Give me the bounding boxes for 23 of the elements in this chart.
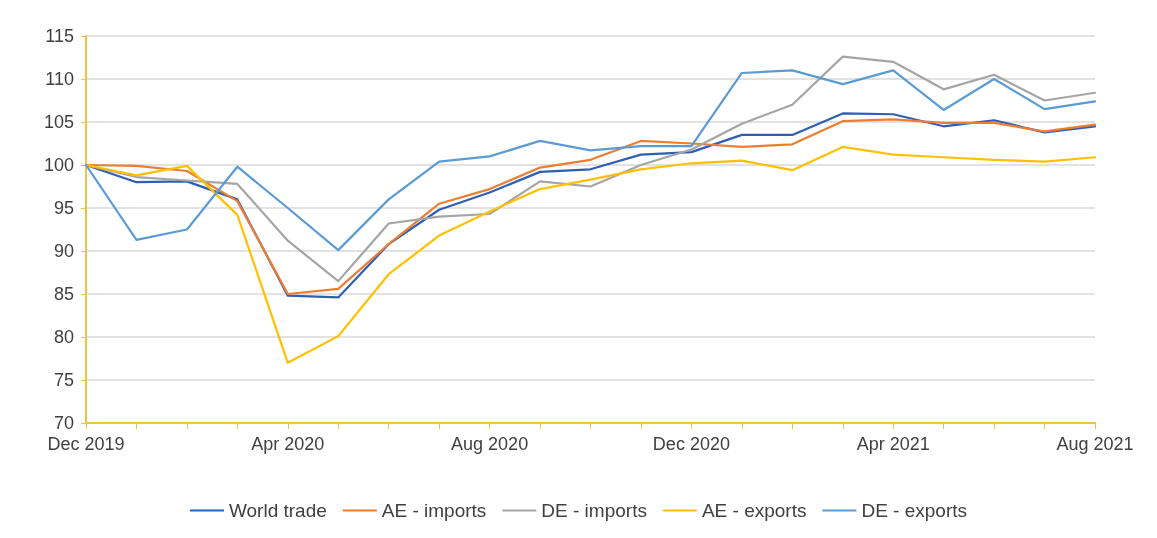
x-tick-label: Dec 2020	[652, 434, 730, 454]
line-series	[84, 145, 1097, 364]
y-tick-label: 110	[45, 69, 74, 89]
legend-label: AE - exports	[701, 500, 807, 521]
x-tick-label: Aug 2020	[451, 434, 529, 454]
y-tick-label: 95	[53, 198, 74, 218]
legend-label: DE - imports	[541, 500, 647, 521]
x-tick-label: Apr 2021	[856, 434, 930, 454]
y-tick-label: 70	[53, 413, 74, 433]
legend-label: DE - exports	[861, 500, 968, 521]
y-tick-label: 75	[53, 370, 74, 390]
x-tick-label: Dec 2019	[47, 434, 125, 454]
y-tick-label: 115	[45, 26, 74, 46]
x-tick-label: Apr 2020	[251, 434, 325, 454]
legend-label: World trade	[228, 500, 327, 521]
y-tick-label: 85	[53, 284, 74, 304]
y-tick-label: 105	[43, 112, 74, 132]
legend-label: AE - imports	[381, 500, 487, 521]
y-tick-label: 100	[43, 155, 74, 175]
y-tick-label: 90	[53, 241, 74, 261]
line-series	[84, 69, 1097, 252]
y-tick-label: 80	[53, 327, 74, 347]
x-tick-label: Aug 2021	[1056, 434, 1134, 454]
